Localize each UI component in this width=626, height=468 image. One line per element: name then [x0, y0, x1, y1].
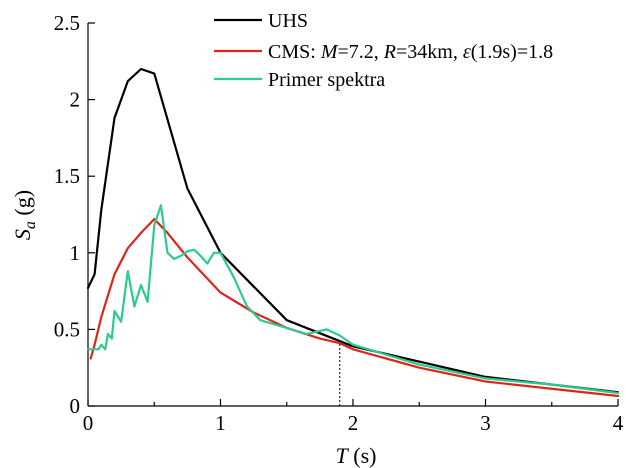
y-ticks: 0 0.5 1 1.5 2 2.5	[54, 11, 95, 418]
y-tick-label: 0	[70, 394, 81, 418]
series-line-1	[89, 218, 620, 398]
plot-area: 0 1 2 3 4 0 0.5 1 1.5 2 2.5	[54, 11, 624, 435]
x-tick-label: 3	[480, 411, 491, 435]
series-group	[86, 67, 620, 398]
y-tick-label: 1	[70, 241, 81, 265]
legend-label-uhs: UHS	[268, 10, 308, 32]
legend-label-cms: CMS: M=7.2, R=34km, ε(1.9s)=1.8	[268, 41, 553, 63]
x-axis-label: T (s)	[336, 443, 377, 468]
legend: UHS CMS: M=7.2, R=34km, ε(1.9s)=1.8 Prim…	[214, 10, 553, 91]
series-line-2	[86, 204, 620, 395]
x-tick-label: 4	[613, 411, 624, 435]
legend-label-primer: Primer spektra	[268, 69, 385, 91]
y-tick-label: 0.5	[54, 317, 80, 341]
y-tick-label: 2.5	[54, 11, 80, 35]
x-tick-label: 1	[215, 411, 226, 435]
y-tick-label: 1.5	[54, 164, 80, 188]
series-line-0	[86, 67, 620, 394]
y-tick-label: 2	[70, 88, 81, 112]
x-ticks: 0 1 2 3 4	[83, 399, 624, 435]
x-tick-label: 2	[348, 411, 359, 435]
y-axis-label: Sa (g)	[10, 190, 39, 240]
x-tick-label: 0	[83, 411, 94, 435]
